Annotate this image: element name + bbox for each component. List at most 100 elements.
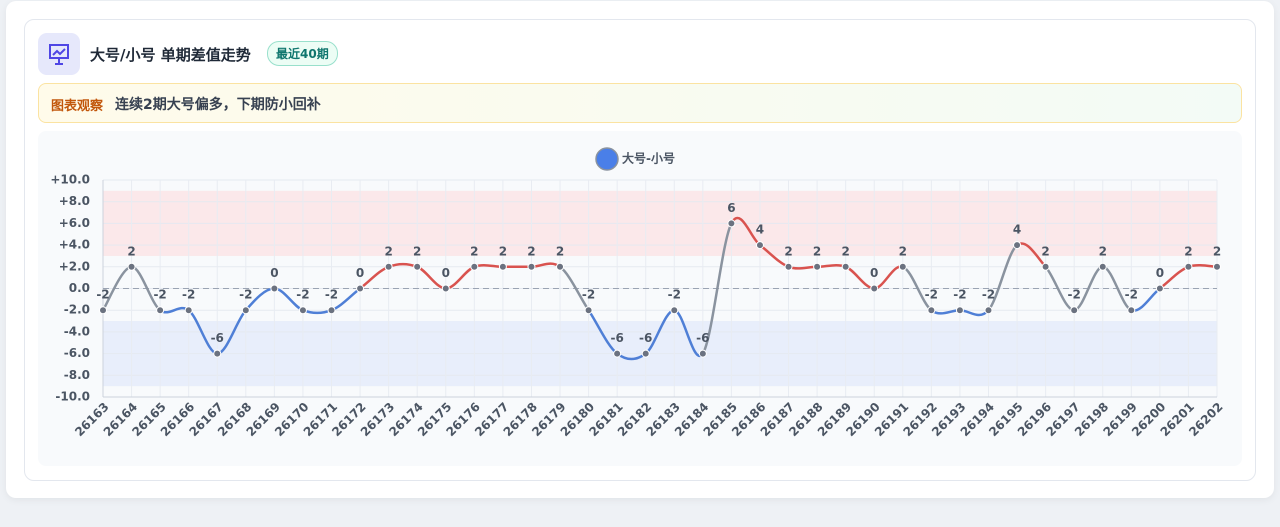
value-label: 2: [499, 244, 507, 258]
value-label: 4: [1013, 223, 1021, 237]
point: [127, 262, 136, 271]
value-label: 2: [1213, 244, 1221, 258]
point: [556, 262, 565, 271]
y-tick-label: +10.0: [50, 173, 90, 187]
point: [270, 284, 279, 293]
legend-swatch: [595, 147, 619, 171]
value-label: 2: [470, 244, 478, 258]
value-label: -2: [582, 288, 595, 302]
value-label: -2: [96, 288, 109, 302]
point: [1070, 306, 1079, 315]
y-tick-label: +2.0: [59, 259, 90, 273]
point: [356, 284, 365, 293]
point: [241, 306, 250, 315]
value-label: 2: [527, 244, 535, 258]
value-label: 2: [556, 244, 564, 258]
value-label: 0: [870, 266, 878, 280]
icon-graphic: [49, 44, 69, 65]
chart-card: 大号/小号 单期差值走势 最近40期 图表观察 连续2期大号偏多，下期防小回补: [24, 19, 1256, 481]
point: [841, 262, 850, 271]
value-label: -2: [325, 288, 338, 302]
line-segment: [959, 308, 990, 317]
value-label: 2: [1099, 244, 1107, 258]
value-label: 2: [384, 244, 392, 258]
value-label: 2: [899, 244, 907, 258]
value-label: 0: [442, 266, 450, 280]
point: [470, 262, 479, 271]
value-label: 2: [841, 244, 849, 258]
point: [1013, 241, 1022, 250]
point: [1184, 262, 1193, 271]
value-label: 2: [1184, 244, 1192, 258]
point: [184, 306, 193, 315]
line-segment: [873, 265, 904, 290]
line-segment: [987, 244, 1018, 312]
y-tick-label: -2.0: [64, 303, 90, 317]
point: [755, 241, 764, 250]
value-label: 0: [270, 266, 278, 280]
value-label: -2: [296, 288, 309, 302]
point: [441, 284, 450, 293]
value-label: -2: [1125, 288, 1138, 302]
point: [955, 306, 964, 315]
line-segment: [1187, 263, 1218, 269]
point: [413, 262, 422, 271]
value-label: 2: [813, 244, 821, 258]
value-label: -2: [925, 288, 938, 302]
point: [1041, 262, 1050, 271]
point: [527, 262, 536, 271]
observation-label: 图表观察: [51, 99, 104, 114]
value-label: -2: [239, 288, 252, 302]
value-label: 2: [413, 244, 421, 258]
point: [613, 349, 622, 358]
title: 大号/小号 单期差值走势: [90, 46, 251, 64]
chart-icon: [38, 33, 80, 75]
point: [870, 284, 879, 293]
y-tick-label: +4.0: [59, 238, 90, 252]
badge: 最近40期: [267, 41, 338, 66]
point: [641, 349, 650, 358]
value-label: 2: [1041, 244, 1049, 258]
y-tick-label: -8.0: [64, 368, 90, 382]
point: [384, 262, 393, 271]
value-label: -2: [668, 288, 681, 302]
y-tick-label: +6.0: [59, 216, 90, 230]
y-tick-label: +8.0: [59, 194, 90, 208]
point: [984, 306, 993, 315]
point: [213, 349, 222, 358]
value-label: 0: [356, 266, 364, 280]
observation: 图表观察 连续2期大号偏多，下期防小回补: [38, 83, 1242, 123]
y-tick-label: 0.0: [69, 281, 90, 295]
value-label: 2: [127, 244, 135, 258]
point: [1098, 262, 1107, 271]
value-label: -2: [953, 288, 966, 302]
value-label: -2: [1068, 288, 1081, 302]
value-label: -2: [182, 288, 195, 302]
value-label: -2: [153, 288, 166, 302]
point: [156, 306, 165, 315]
chart-panel: [38, 131, 1242, 466]
line-segment: [788, 265, 818, 270]
y-tick-label: -4.0: [64, 324, 90, 338]
value-label: -6: [211, 331, 224, 345]
point: [927, 306, 936, 315]
point: [1127, 306, 1136, 315]
legend-label: 大号-小号: [622, 151, 675, 166]
observation-text: 连续2期大号偏多，下期防小回补: [115, 97, 321, 113]
y-tick-label: -6.0: [64, 346, 90, 360]
line-segment: [701, 222, 733, 355]
point: [584, 306, 593, 315]
value-label: -6: [696, 331, 709, 345]
y-tick-label: -10.0: [55, 390, 90, 404]
point: [99, 306, 107, 315]
point: [670, 306, 679, 315]
value-label: 6: [727, 201, 735, 215]
value-label: -6: [639, 331, 652, 345]
point: [813, 262, 822, 271]
line-segment: [1159, 265, 1189, 290]
point: [784, 262, 793, 271]
line-segment: [359, 265, 390, 290]
point: [727, 219, 736, 228]
